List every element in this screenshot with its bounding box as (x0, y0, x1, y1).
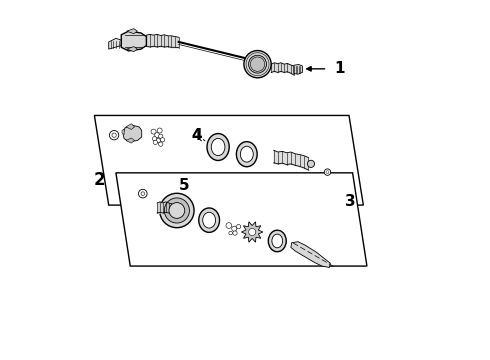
Text: 4: 4 (191, 128, 202, 143)
Ellipse shape (211, 138, 225, 156)
Text: 2: 2 (94, 171, 105, 189)
Circle shape (307, 160, 315, 167)
Polygon shape (126, 29, 137, 34)
Circle shape (112, 133, 116, 137)
Circle shape (324, 169, 331, 175)
Circle shape (139, 189, 147, 198)
Circle shape (248, 55, 267, 73)
Polygon shape (242, 222, 263, 242)
Circle shape (160, 138, 165, 142)
Polygon shape (122, 31, 147, 51)
Polygon shape (291, 242, 330, 267)
Ellipse shape (236, 141, 257, 167)
Polygon shape (122, 129, 124, 134)
Polygon shape (95, 116, 364, 205)
Circle shape (153, 140, 157, 144)
Text: 4: 4 (191, 128, 202, 143)
Circle shape (141, 192, 145, 195)
Circle shape (226, 223, 232, 228)
Circle shape (326, 171, 329, 174)
Polygon shape (126, 124, 135, 130)
Circle shape (248, 228, 256, 235)
Circle shape (169, 203, 185, 219)
Circle shape (236, 225, 241, 229)
Circle shape (229, 231, 232, 235)
Polygon shape (126, 138, 135, 143)
Circle shape (159, 142, 163, 146)
Circle shape (151, 129, 156, 134)
Polygon shape (294, 64, 302, 74)
Circle shape (157, 128, 162, 133)
Ellipse shape (207, 134, 229, 161)
Ellipse shape (203, 212, 216, 228)
Circle shape (159, 134, 163, 138)
Ellipse shape (199, 208, 220, 232)
Circle shape (160, 193, 194, 228)
Polygon shape (116, 173, 367, 266)
Text: 5: 5 (179, 178, 189, 193)
Ellipse shape (240, 146, 253, 162)
Text: 1: 1 (334, 60, 344, 76)
Circle shape (109, 131, 119, 140)
Circle shape (233, 231, 237, 235)
Polygon shape (123, 125, 142, 141)
Text: 3: 3 (345, 194, 356, 209)
Circle shape (156, 138, 160, 143)
Polygon shape (126, 46, 137, 51)
Ellipse shape (272, 234, 283, 248)
Circle shape (232, 226, 237, 231)
Ellipse shape (269, 230, 286, 252)
Circle shape (164, 198, 190, 223)
Circle shape (244, 50, 271, 78)
Circle shape (152, 136, 157, 141)
Polygon shape (109, 39, 122, 49)
Circle shape (155, 133, 160, 138)
